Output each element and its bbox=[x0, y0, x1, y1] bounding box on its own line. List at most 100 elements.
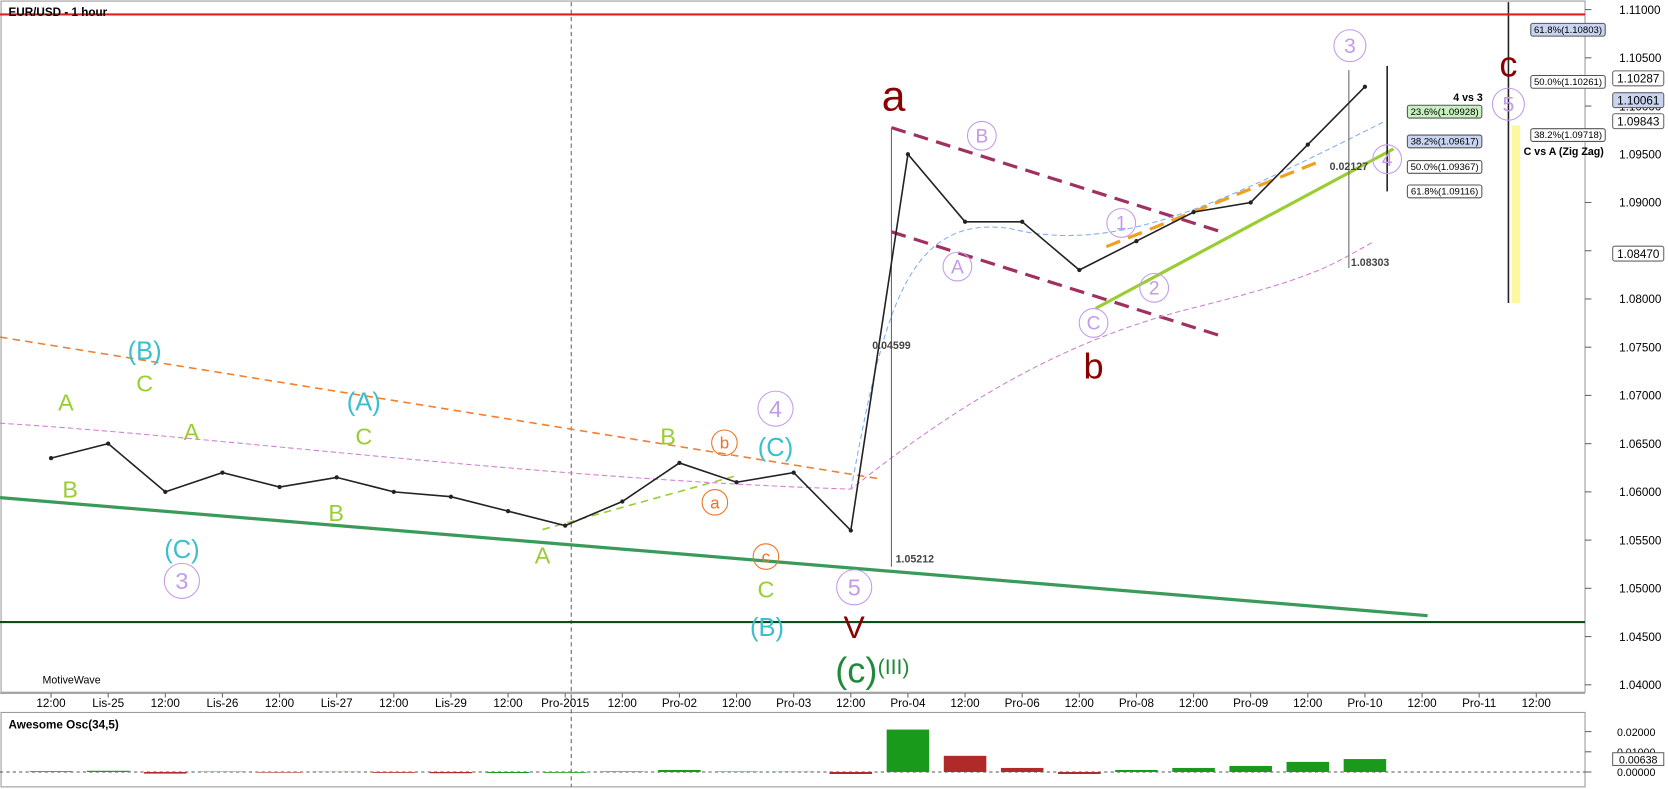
y-tick-label: 1.07000 bbox=[1619, 390, 1662, 403]
fib-label: 61.8%(1.09116) bbox=[1411, 187, 1478, 198]
y-tick-label: 1.09500 bbox=[1619, 149, 1662, 162]
fib-zone bbox=[1511, 125, 1521, 304]
price-point bbox=[448, 494, 454, 499]
osc-bar bbox=[486, 771, 530, 773]
wave-circle bbox=[1139, 272, 1170, 303]
wave-label: 3 bbox=[175, 568, 188, 594]
osc-bar bbox=[543, 771, 587, 773]
x-tick-label: Pro-11 bbox=[1462, 697, 1496, 710]
y-tick-label: 1.04000 bbox=[1619, 679, 1662, 692]
fib-box bbox=[1406, 160, 1483, 174]
trend-line bbox=[0, 336, 878, 480]
x-tick-label: Lis-26 bbox=[207, 697, 239, 710]
wave-circle bbox=[752, 543, 780, 570]
price-point bbox=[220, 470, 225, 475]
price-point bbox=[677, 460, 682, 466]
osc-bar bbox=[658, 769, 701, 772]
fib-label: 61.8%(1.10803) bbox=[1534, 25, 1602, 36]
osc-bar bbox=[144, 771, 187, 774]
osc-bar bbox=[29, 771, 73, 772]
x-tick-label: 12:00 bbox=[1407, 697, 1437, 710]
x-tick-label: Pro-04 bbox=[890, 697, 926, 710]
wave-label: 1.05212 bbox=[896, 554, 935, 566]
fib-label: 50.0%(1.09367) bbox=[1411, 162, 1479, 173]
wave-label: a bbox=[710, 493, 720, 512]
price-point bbox=[1191, 210, 1196, 215]
wave-circle bbox=[163, 562, 200, 599]
x-tick-label: Lis-25 bbox=[92, 697, 124, 710]
price-point bbox=[1134, 238, 1139, 244]
wave-label: (B) bbox=[750, 614, 784, 642]
price-box bbox=[1612, 92, 1665, 109]
osc-current-box bbox=[1612, 752, 1665, 767]
price-box bbox=[1612, 70, 1665, 87]
wave-label: b bbox=[720, 434, 729, 453]
osc-tick-label: 0.02000 bbox=[1617, 727, 1656, 739]
x-tick-label: 12:00 bbox=[493, 697, 523, 710]
wave-label: 5 bbox=[1503, 93, 1515, 117]
price-point bbox=[1362, 84, 1368, 89]
wave-label: 0.04599 bbox=[872, 340, 911, 352]
wave-label: C bbox=[355, 423, 372, 449]
price-point bbox=[734, 480, 739, 485]
price-point bbox=[334, 475, 339, 480]
price-point bbox=[1248, 200, 1253, 205]
wave-circle bbox=[1106, 208, 1137, 238]
price-point bbox=[791, 470, 796, 475]
wave-label: 4 bbox=[1382, 150, 1393, 171]
osc-bar bbox=[258, 771, 301, 773]
wave-label: C bbox=[757, 577, 774, 603]
wave-label: 1.08303 bbox=[1351, 257, 1390, 269]
y-tick-label: 1.06000 bbox=[1619, 486, 1662, 499]
x-tick-label: 12:00 bbox=[265, 697, 295, 710]
y-tick-label: 1.09000 bbox=[1619, 197, 1662, 210]
x-tick-label: 12:00 bbox=[722, 697, 752, 710]
x-tick-label: Pro-02 bbox=[662, 697, 697, 710]
wave-circle bbox=[1333, 29, 1367, 63]
channel-line bbox=[890, 126, 1222, 234]
wave-label: C vs A (Zig Zag) bbox=[1524, 146, 1605, 158]
y-tick-label: 1.05500 bbox=[1619, 534, 1662, 547]
price-point bbox=[391, 489, 396, 494]
price-box-label: 1.10061 bbox=[1617, 94, 1659, 107]
osc-bar bbox=[372, 771, 416, 773]
osc-bar bbox=[1000, 767, 1044, 772]
wave-label: (III) bbox=[878, 655, 910, 679]
fib-label: 38.2%(1.09617) bbox=[1411, 137, 1479, 148]
wave-label: c bbox=[1499, 44, 1517, 85]
wave-label: 0.02127 bbox=[1330, 161, 1369, 173]
x-tick-label: Pro-08 bbox=[1119, 697, 1154, 710]
wave-circle bbox=[1491, 87, 1525, 121]
watermark: MotiveWave bbox=[43, 675, 101, 687]
wave-label: B bbox=[62, 477, 78, 503]
price-point bbox=[106, 441, 111, 446]
wave-circle bbox=[1372, 144, 1403, 175]
x-tick-label: 12:00 bbox=[836, 697, 866, 710]
osc-bar bbox=[829, 771, 873, 775]
wave-label: (C) bbox=[758, 434, 793, 462]
price-point bbox=[48, 455, 54, 461]
wave-label: 5 bbox=[848, 574, 861, 600]
price-point bbox=[1077, 267, 1082, 273]
wave-label: B bbox=[328, 500, 344, 526]
channel-line bbox=[1094, 147, 1395, 310]
fib-box bbox=[1406, 104, 1483, 119]
wave-label: 1 bbox=[1116, 214, 1127, 235]
osc-bar bbox=[1229, 765, 1272, 772]
price-point bbox=[1020, 219, 1025, 224]
wave-label: A bbox=[535, 543, 551, 569]
wave-label: 4 vs 3 bbox=[1453, 92, 1483, 104]
osc-title: Awesome Osc(34,5) bbox=[9, 718, 119, 731]
osc-tick-label: 0.00000 bbox=[1617, 767, 1656, 779]
x-tick-label: 12:00 bbox=[36, 697, 66, 710]
osc-bar bbox=[1115, 769, 1158, 772]
x-tick-label: Pro-10 bbox=[1347, 697, 1383, 710]
wave-circle bbox=[942, 251, 973, 282]
y-tick-label: 1.10500 bbox=[1619, 52, 1662, 65]
price-point bbox=[620, 499, 625, 504]
price-point bbox=[277, 484, 282, 490]
x-tick-label: Lis-29 bbox=[435, 697, 467, 710]
wave-circle bbox=[757, 390, 794, 427]
wave-label: (C) bbox=[164, 536, 199, 564]
